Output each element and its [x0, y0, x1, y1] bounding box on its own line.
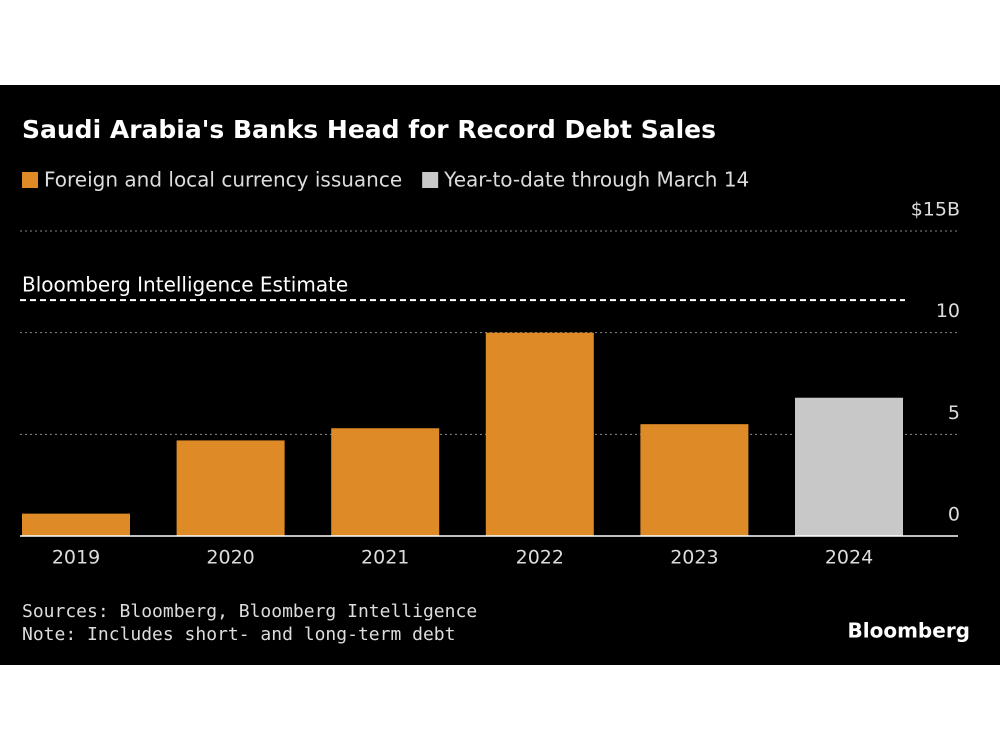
legend-swatch [22, 172, 38, 188]
y-tick-label: 5 [948, 402, 960, 424]
x-tick-label: 2022 [516, 547, 564, 569]
bar [795, 397, 903, 536]
sources: Sources: Bloomberg, Bloomberg Intelligen… [22, 601, 477, 622]
legend-label: Year-to-date through March 14 [443, 168, 749, 192]
y-tick-label: 0 [948, 504, 960, 526]
y-tick-label: 10 [936, 300, 960, 322]
bar [485, 332, 594, 536]
legend-label: Foreign and local currency issuance [44, 168, 402, 192]
note: Note: Includes short- and long-term debt [22, 624, 455, 645]
x-tick-label: 2023 [670, 547, 718, 569]
x-tick-label: 2020 [206, 547, 254, 569]
x-tick-label: 2024 [825, 547, 873, 569]
brand-logo: Bloomberg [848, 619, 970, 643]
bar [640, 424, 749, 536]
x-tick-label: 2019 [52, 547, 100, 569]
y-tick-label: $15B [911, 199, 960, 221]
bar [22, 513, 130, 536]
x-tick-label: 2021 [361, 547, 409, 569]
annotation-label: Bloomberg Intelligence Estimate [22, 273, 348, 297]
bar [176, 440, 285, 536]
bar [331, 428, 440, 536]
legend-swatch [422, 172, 439, 188]
chart-title: Saudi Arabia's Banks Head for Record Deb… [22, 115, 716, 144]
